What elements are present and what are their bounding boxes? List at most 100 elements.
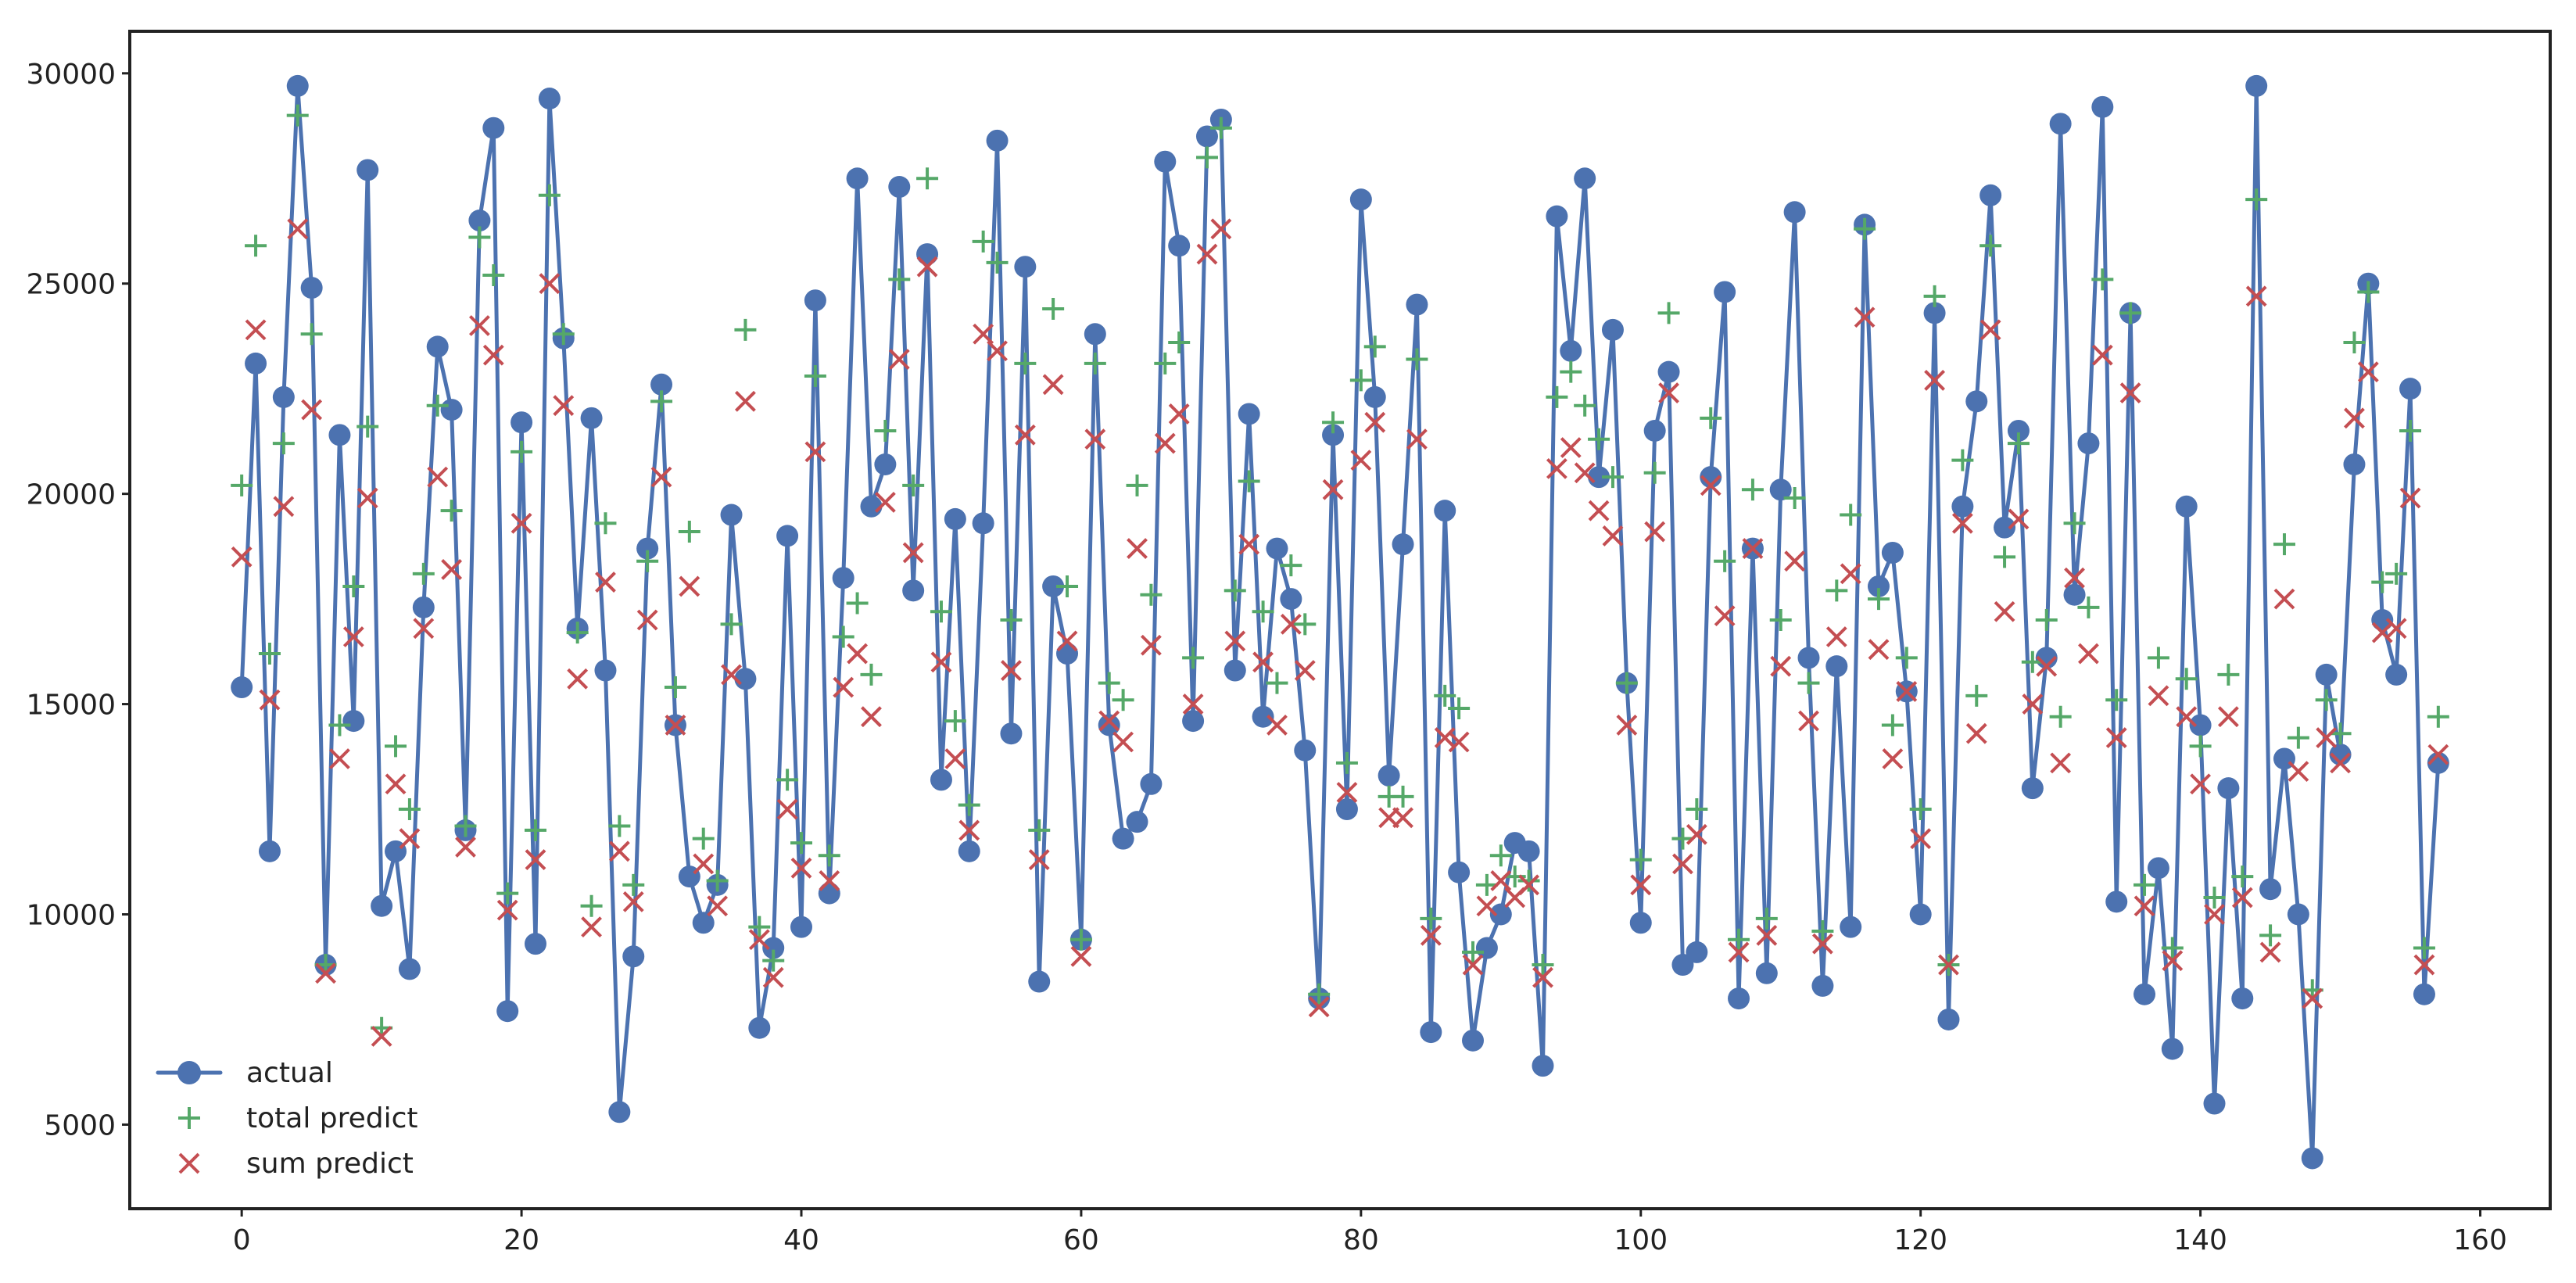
- total-predict-point: [608, 815, 631, 837]
- sum-predict-point: [287, 218, 309, 240]
- total-predict-point: [2189, 735, 2212, 758]
- actual-point: [692, 912, 715, 934]
- total-predict-point: [1923, 285, 1946, 307]
- actual-point: [2091, 95, 2114, 118]
- total-predict-point: [1266, 672, 1288, 694]
- sum-predict-point: [1686, 823, 1707, 845]
- y-tick-label: 25000: [26, 269, 116, 301]
- actual-point: [2343, 453, 2366, 475]
- sum-predict-point: [1056, 630, 1078, 652]
- sum-predict-point: [1518, 874, 1540, 896]
- legend-total-predict-label: total predict: [246, 1102, 418, 1134]
- sum-predict-point: [2316, 727, 2338, 749]
- sum-predict-point: [1350, 450, 1372, 471]
- actual-point: [622, 945, 645, 968]
- actual-point: [398, 958, 421, 980]
- y-tick-label: 30000: [26, 59, 116, 91]
- total-predict-point: [1252, 600, 1274, 623]
- total-predict-point: [664, 676, 686, 699]
- actual-point: [1811, 974, 1834, 997]
- total-predict-point: [2217, 663, 2240, 686]
- sum-predict-point: [1658, 382, 1679, 403]
- actual-point: [1154, 150, 1177, 173]
- sum-predict-point: [1951, 512, 1973, 534]
- sum-predict-point: [581, 916, 602, 938]
- sum-predict-point: [427, 466, 449, 488]
- actual-point: [511, 411, 533, 434]
- sum-predict-point: [707, 895, 729, 917]
- actual-point: [1112, 827, 1134, 850]
- sum-predict-point: [2008, 508, 2030, 530]
- x-tick-label: 40: [783, 1224, 819, 1256]
- actual-point: [1448, 861, 1471, 883]
- total-predict-point: [2063, 512, 2086, 535]
- actual-point: [1335, 798, 1358, 821]
- total-predict-point: [328, 714, 351, 736]
- actual-point: [2245, 74, 2268, 97]
- total-predict-point: [1126, 474, 1148, 496]
- sum-predict-point: [511, 512, 532, 534]
- sum-predict-point: [2344, 407, 2365, 429]
- total-predict-point: [1014, 352, 1037, 375]
- total-predict-point: [258, 643, 281, 665]
- total-predict-point: [398, 798, 421, 821]
- actual-point: [1014, 256, 1037, 278]
- total-predict-point: [1615, 672, 1638, 694]
- total-predict-point: [2119, 302, 2142, 324]
- sum-predict-point: [1294, 660, 1316, 681]
- total-predict-point: [552, 323, 575, 346]
- actual-point: [1867, 575, 1890, 597]
- total-predict-point: [944, 710, 966, 733]
- actual-point: [1042, 575, 1065, 597]
- actual-point: [2134, 983, 2156, 1005]
- actual-point: [2217, 777, 2240, 800]
- sum-predict-point: [1742, 538, 1764, 559]
- actual-point: [1909, 903, 1932, 926]
- total-predict-point: [972, 230, 994, 253]
- total-predict-point: [1098, 672, 1120, 694]
- x-tick-label: 100: [1614, 1224, 1668, 1256]
- sum-predict-point: [1714, 605, 1736, 627]
- actual-point: [776, 525, 799, 547]
- sum-predict-point: [790, 857, 812, 879]
- total-predict-point: [2413, 937, 2435, 959]
- total-predict-point: [1069, 928, 1092, 951]
- actual-point: [1532, 1055, 1554, 1077]
- total-predict-point: [2147, 647, 2169, 669]
- y-tick-label: 10000: [26, 900, 116, 932]
- total-predict-point: [2091, 268, 2114, 291]
- total-predict-point: [874, 419, 897, 442]
- sum-predict-point: [2245, 285, 2267, 307]
- sum-predict-point: [2022, 693, 2044, 715]
- sum-predict-point: [231, 546, 253, 568]
- actual-point: [1714, 281, 1736, 303]
- actual-point: [748, 1016, 771, 1039]
- sum-predict-point: [1770, 655, 1792, 677]
- total-predict-point: [2231, 865, 2254, 888]
- actual-point: [1923, 302, 1946, 324]
- sum-predict-point: [399, 828, 421, 850]
- sum-predict-point: [1224, 630, 1246, 652]
- total-predict-point: [1657, 302, 1680, 324]
- sum-predict-point: [2330, 752, 2351, 774]
- actual-point: [440, 399, 463, 421]
- total-predict-point: [1154, 352, 1177, 375]
- sum-predict-point: [356, 487, 378, 509]
- actual-point: [2413, 983, 2435, 1005]
- legend-actual-label: actual: [246, 1057, 333, 1089]
- total-predict-point: [1979, 235, 2002, 257]
- total-predict-point: [1840, 504, 1862, 526]
- total-predict-point: [1448, 697, 1471, 719]
- total-predict-point: [1601, 466, 1624, 489]
- actual-point: [1881, 541, 1904, 564]
- actual-point: [720, 504, 743, 526]
- actual-point: [1601, 318, 1624, 341]
- sum-predict-point: [1728, 941, 1750, 963]
- total-predict-point: [818, 844, 840, 867]
- actual-point: [1420, 1021, 1442, 1044]
- sum-predict-point: [748, 929, 770, 951]
- actual-point: [1657, 360, 1680, 383]
- sum-predict-point: [595, 572, 616, 593]
- total-predict-point: [888, 268, 911, 291]
